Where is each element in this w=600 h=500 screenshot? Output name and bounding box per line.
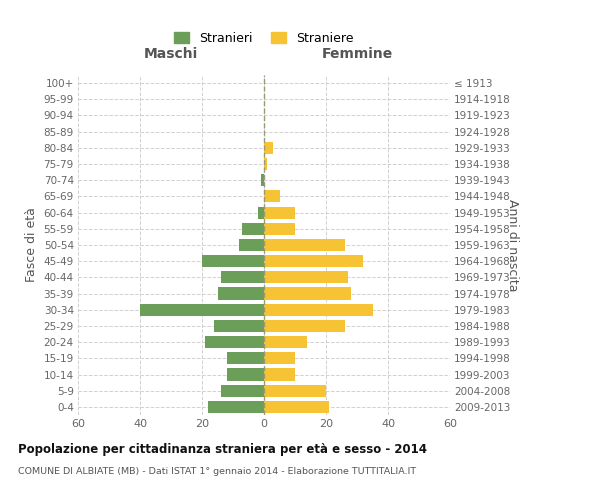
Bar bbox=[205, 336, 264, 348]
Bar bbox=[264, 304, 373, 316]
Bar bbox=[208, 401, 264, 413]
Bar bbox=[264, 352, 295, 364]
Text: Femmine: Femmine bbox=[322, 48, 392, 62]
Bar bbox=[264, 401, 329, 413]
Y-axis label: Anni di nascita: Anni di nascita bbox=[506, 198, 519, 291]
Bar bbox=[264, 239, 344, 251]
Bar bbox=[261, 174, 264, 186]
Bar bbox=[242, 222, 264, 235]
Y-axis label: Fasce di età: Fasce di età bbox=[25, 208, 38, 282]
Bar bbox=[264, 190, 280, 202]
Text: Popolazione per cittadinanza straniera per età e sesso - 2014: Popolazione per cittadinanza straniera p… bbox=[18, 442, 427, 456]
Bar bbox=[264, 288, 351, 300]
Text: Maschi: Maschi bbox=[144, 48, 198, 62]
Bar bbox=[264, 158, 267, 170]
Bar bbox=[264, 222, 295, 235]
Bar bbox=[140, 304, 264, 316]
Bar bbox=[264, 255, 363, 268]
Bar bbox=[221, 384, 264, 397]
Bar bbox=[239, 239, 264, 251]
Bar bbox=[264, 206, 295, 218]
Bar bbox=[221, 272, 264, 283]
Bar bbox=[264, 320, 344, 332]
Bar bbox=[227, 368, 264, 380]
Bar bbox=[258, 206, 264, 218]
Bar bbox=[227, 352, 264, 364]
Bar bbox=[264, 336, 307, 348]
Bar bbox=[202, 255, 264, 268]
Legend: Stranieri, Straniere: Stranieri, Straniere bbox=[169, 27, 359, 50]
Bar bbox=[218, 288, 264, 300]
Bar bbox=[264, 142, 274, 154]
Text: COMUNE DI ALBIATE (MB) - Dati ISTAT 1° gennaio 2014 - Elaborazione TUTTITALIA.IT: COMUNE DI ALBIATE (MB) - Dati ISTAT 1° g… bbox=[18, 468, 416, 476]
Bar bbox=[264, 368, 295, 380]
Bar bbox=[264, 384, 326, 397]
Bar bbox=[214, 320, 264, 332]
Bar bbox=[264, 272, 348, 283]
